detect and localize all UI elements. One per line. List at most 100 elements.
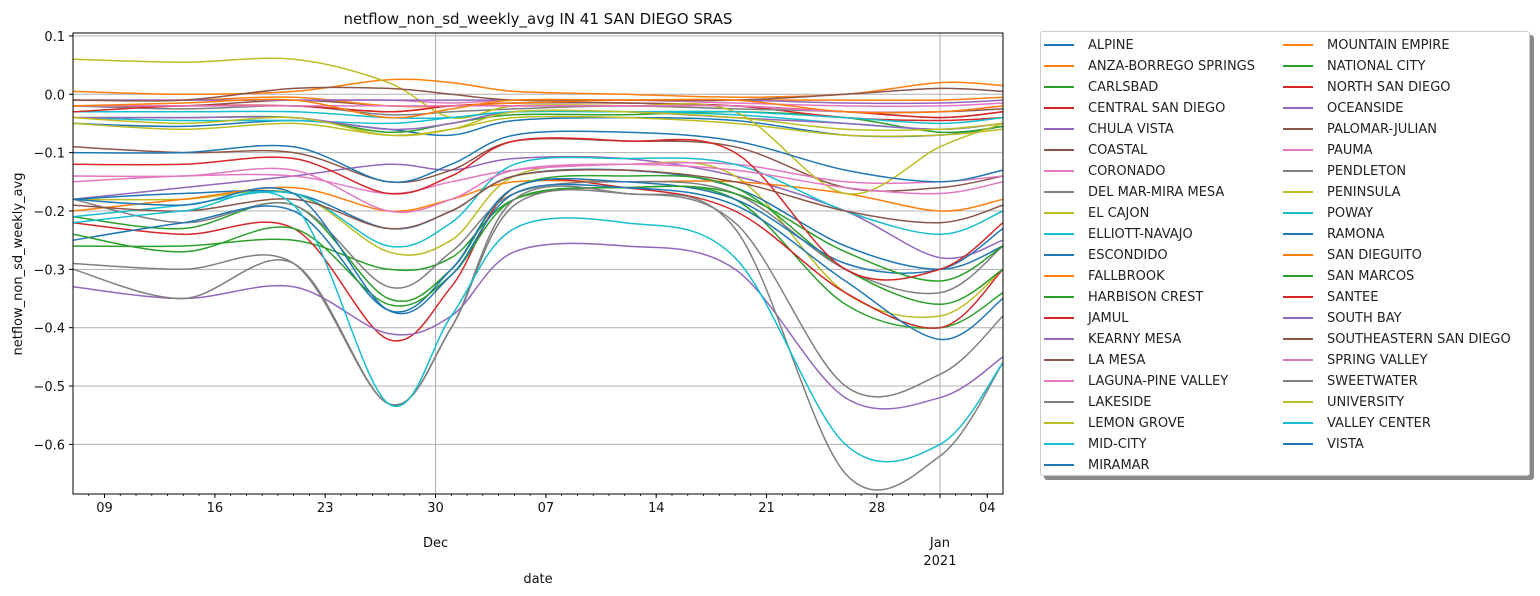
legend-label: SAN DIEGUITO — [1327, 247, 1422, 263]
series-line-miramar — [72, 130, 1004, 183]
legend-entry: ANZA-BORREGO SPRINGS — [1044, 56, 1255, 76]
x-tick-label: 23 — [317, 501, 334, 516]
legend-label: SANTEE — [1327, 289, 1379, 305]
x-tick-sublabel: 2021 — [923, 554, 956, 569]
legend-entry: CHULA VISTA — [1044, 119, 1174, 139]
legend-label: SWEETWATER — [1327, 373, 1418, 389]
legend-swatch — [1283, 380, 1313, 382]
series-line-valley-center — [72, 191, 1004, 463]
legend-entry: SOUTH BAY — [1283, 308, 1402, 328]
legend-label: ESCONDIDO — [1088, 247, 1168, 263]
series-line-mountain-empire — [72, 96, 1004, 108]
legend-entry: JAMUL — [1044, 308, 1128, 328]
legend-label: SPRING VALLEY — [1327, 352, 1428, 368]
series-line-ramona — [72, 177, 1004, 313]
legend-label: COASTAL — [1088, 142, 1148, 158]
legend-entry: SOUTHEASTERN SAN DIEGO — [1283, 329, 1511, 349]
legend-label: PENINSULA — [1327, 184, 1401, 200]
legend-swatch — [1283, 275, 1313, 277]
legend-swatch — [1283, 212, 1313, 214]
legend-entry: ALPINE — [1044, 35, 1134, 55]
legend-entry: SAN DIEGUITO — [1283, 245, 1422, 265]
legend-label: CHULA VISTA — [1088, 121, 1174, 137]
legend-swatch — [1044, 128, 1074, 130]
legend-entry: RAMONA — [1283, 224, 1384, 244]
legend-swatch — [1044, 107, 1074, 109]
legend-label: MID-CITY — [1088, 436, 1147, 452]
legend-label: VISTA — [1327, 436, 1364, 452]
y-tick-label: −0.6 — [33, 438, 65, 453]
legend-label: HARBISON CREST — [1088, 289, 1204, 305]
legend-label: RAMONA — [1327, 226, 1385, 242]
chart-title: netflow_non_sd_weekly_avg IN 41 SAN DIEG… — [344, 10, 733, 29]
legend-label: CORONADO — [1088, 163, 1166, 179]
legend-swatch — [1044, 65, 1074, 67]
series-line-vista — [72, 183, 1004, 341]
x-tick-label: 09 — [96, 501, 113, 516]
y-tick-label: −0.1 — [33, 147, 65, 162]
legend-swatch — [1044, 359, 1074, 361]
legend-label: LEMON GROVE — [1088, 415, 1185, 431]
legend-label: KEARNY MESA — [1088, 331, 1182, 347]
x-tick-label: 28 — [869, 501, 886, 516]
legend-swatch — [1044, 191, 1074, 193]
legend-swatch — [1044, 170, 1074, 172]
series-line-lakeside — [72, 189, 1004, 406]
legend-swatch — [1044, 422, 1074, 424]
legend-swatch — [1283, 401, 1313, 403]
legend-swatch — [1044, 296, 1074, 298]
y-tick-label: 0.0 — [44, 88, 65, 103]
legend-entry: VISTA — [1283, 434, 1364, 454]
legend-swatch — [1283, 296, 1313, 298]
legend-label: EL CAJON — [1088, 205, 1150, 221]
legend-entry: MOUNTAIN EMPIRE — [1283, 35, 1450, 55]
legend-label: DEL MAR-MIRA MESA — [1088, 184, 1225, 200]
legend-swatch — [1044, 380, 1074, 382]
legend-entry: ESCONDIDO — [1044, 245, 1168, 265]
legend-entry: PALOMAR-JULIAN — [1283, 119, 1437, 139]
legend-label: FALLBROOK — [1088, 268, 1165, 284]
legend-swatch — [1044, 338, 1074, 340]
x-axis-label: date — [523, 572, 552, 587]
legend-entry: SWEETWATER — [1283, 371, 1418, 391]
legend-entry: CENTRAL SAN DIEGO — [1044, 98, 1225, 118]
legend-entry: CORONADO — [1044, 161, 1165, 181]
legend-label: MIRAMAR — [1088, 457, 1150, 473]
legend-entry: LEMON GROVE — [1044, 413, 1185, 433]
legend-swatch — [1283, 65, 1313, 67]
legend-entry: FALLBROOK — [1044, 266, 1165, 286]
legend-entry: POWAY — [1283, 203, 1373, 223]
legend-entry: NORTH SAN DIEGO — [1283, 77, 1451, 97]
legend-swatch — [1283, 359, 1313, 361]
x-tick-sublabel: Dec — [423, 536, 448, 551]
x-tick-label: 04 — [979, 501, 996, 516]
legend-entry: PAUMA — [1283, 140, 1373, 160]
plot-area — [72, 32, 1004, 495]
legend-entry: SAN MARCOS — [1283, 266, 1414, 286]
legend-label: VALLEY CENTER — [1327, 415, 1431, 431]
legend-label: NORTH SAN DIEGO — [1327, 79, 1451, 95]
legend-swatch — [1044, 149, 1074, 151]
x-tick-label: 30 — [427, 501, 444, 516]
series-line-san-dieguito — [72, 98, 1004, 119]
legend-swatch — [1283, 317, 1313, 319]
legend-label: LAKESIDE — [1088, 394, 1152, 410]
legend-swatch — [1283, 254, 1313, 256]
y-tick-label: 0.1 — [44, 30, 65, 45]
legend-swatch — [1044, 44, 1074, 46]
legend-label: SOUTHEASTERN SAN DIEGO — [1327, 331, 1511, 347]
legend-entry: SPRING VALLEY — [1283, 350, 1427, 370]
legend-entry: LAGUNA-PINE VALLEY — [1044, 371, 1228, 391]
legend-label: UNIVERSITY — [1327, 394, 1405, 410]
legend-label: PAUMA — [1327, 142, 1373, 158]
legend-swatch — [1044, 443, 1074, 445]
legend-entry: COASTAL — [1044, 140, 1147, 160]
legend-entry: PENDLETON — [1283, 161, 1406, 181]
x-tick-label: Jan — [929, 536, 950, 551]
legend-label: JAMUL — [1088, 310, 1129, 326]
legend-label: ALPINE — [1088, 37, 1134, 53]
y-axis-label: netflow_non_sd_weekly_avg — [11, 173, 26, 356]
legend-entry: PENINSULA — [1283, 182, 1401, 202]
series-lines — [72, 57, 1004, 491]
legend-label: CARLSBAD — [1088, 79, 1159, 95]
